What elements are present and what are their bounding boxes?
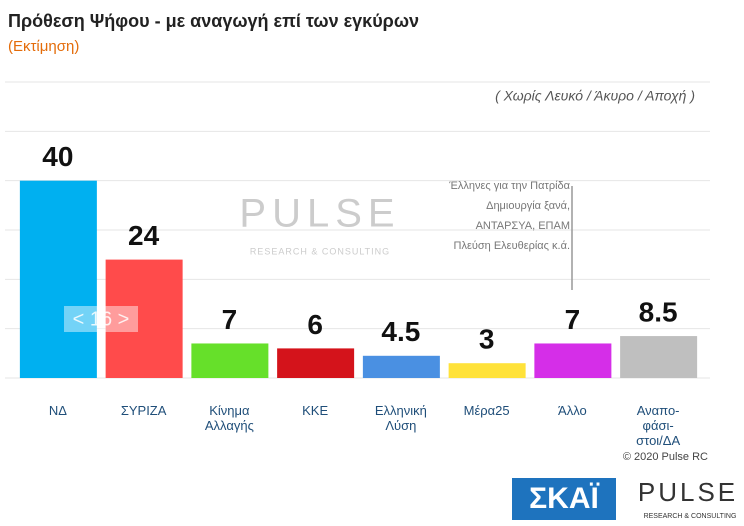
skai-logo-text: ΣΚΑΪ — [529, 482, 599, 515]
x-tick-label: ΣΥΡΙΖΑ — [120, 403, 167, 418]
pulse-logo-sub: RESEARCH & CONSULTING — [644, 513, 737, 520]
x-tick-label: Μέρα25 — [463, 403, 510, 418]
watermark-sub: RESEARCH & CONSULTING — [250, 246, 390, 256]
bar — [19, 180, 97, 378]
value-label: 8.5 — [639, 296, 678, 327]
chart-subtitle: (Εκτίμηση) — [8, 38, 79, 55]
x-tick-label: Κίνημα Αλλαγής — [204, 403, 254, 433]
annotation: ΑΝΤΑΡΣΥΑ, ΕΠΑΜ — [476, 220, 570, 232]
annotation: Δημιουργία ξανά, — [486, 200, 570, 212]
watermark: PULSE — [239, 192, 400, 236]
value-label: 24 — [128, 220, 160, 251]
bar — [277, 348, 355, 378]
value-label: 7 — [222, 304, 238, 335]
bar — [448, 363, 526, 378]
value-label: 3 — [479, 324, 495, 355]
value-label: 7 — [565, 304, 581, 335]
x-tick-label: Ελληνική Λύση — [374, 403, 427, 433]
x-tick-label: ΝΔ — [48, 403, 67, 418]
value-label: 40 — [42, 141, 73, 172]
annotation: Πλεύση Ελευθερίας κ.ά. — [454, 240, 571, 252]
x-tick-label: Άλλο — [558, 403, 587, 418]
bar — [362, 355, 440, 378]
skai-logo — [512, 478, 616, 520]
bar — [620, 336, 698, 378]
x-tick-label: ΚΚΕ — [302, 403, 329, 418]
bar — [191, 343, 269, 378]
bar — [105, 259, 183, 378]
source: © 2020 Pulse RC — [623, 451, 708, 463]
annotation: Έλληνες για την Πατρίδα — [448, 180, 570, 192]
pulse-logo: PULSE — [638, 477, 738, 507]
gap-box — [64, 306, 138, 332]
chart-title: Πρόθεση Ψήφου - με αναγωγή επί των εγκύρ… — [8, 11, 419, 31]
value-label: 6 — [307, 309, 323, 340]
bar — [534, 343, 612, 378]
value-label: 4.5 — [381, 316, 420, 347]
note: ( Χωρίς Λευκό / Άκυρο / Αποχή ) — [495, 88, 695, 104]
gap-label: < 16 > — [73, 308, 130, 330]
x-tick-label: Αναπο- φάσι- στοι/ΔΑ — [636, 403, 681, 448]
